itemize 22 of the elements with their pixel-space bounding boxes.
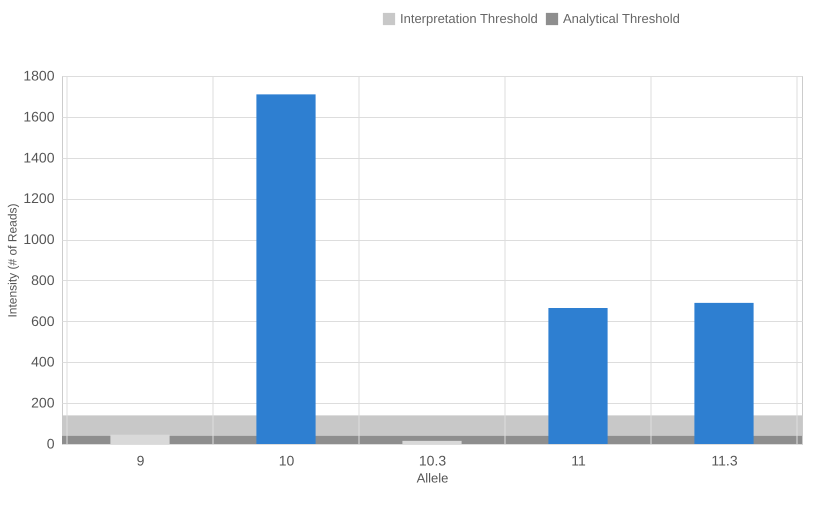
y-tick-label: 1000 bbox=[23, 231, 55, 248]
y-tick-label: 400 bbox=[31, 354, 55, 370]
x-tick-label: 10.3 bbox=[418, 452, 446, 468]
legend-label: Analytical Threshold bbox=[563, 11, 680, 26]
x-tick-label: 11.3 bbox=[711, 452, 738, 468]
y-tick-label: 0 bbox=[46, 436, 55, 452]
bar bbox=[548, 308, 608, 444]
x-tick-label: 10 bbox=[278, 452, 294, 468]
y-tick-label: 1200 bbox=[23, 190, 55, 206]
x-axis-title: Allele bbox=[416, 470, 448, 486]
y-tick-label: 200 bbox=[31, 394, 55, 411]
x-tick-label: 11 bbox=[571, 452, 586, 468]
legend-label: Interpretation Threshold bbox=[400, 11, 538, 26]
x-tick-label: 9 bbox=[136, 452, 145, 468]
y-tick-label: 1600 bbox=[23, 108, 55, 124]
y-axis-title: Intensity (# of Reads) bbox=[5, 203, 20, 318]
y-tick-label: 800 bbox=[31, 272, 55, 288]
y-tick-label: 1400 bbox=[23, 149, 55, 166]
bar bbox=[256, 94, 316, 444]
bar bbox=[694, 302, 754, 444]
y-tick-label: 1800 bbox=[23, 68, 55, 84]
y-tick-label: 600 bbox=[31, 312, 55, 329]
